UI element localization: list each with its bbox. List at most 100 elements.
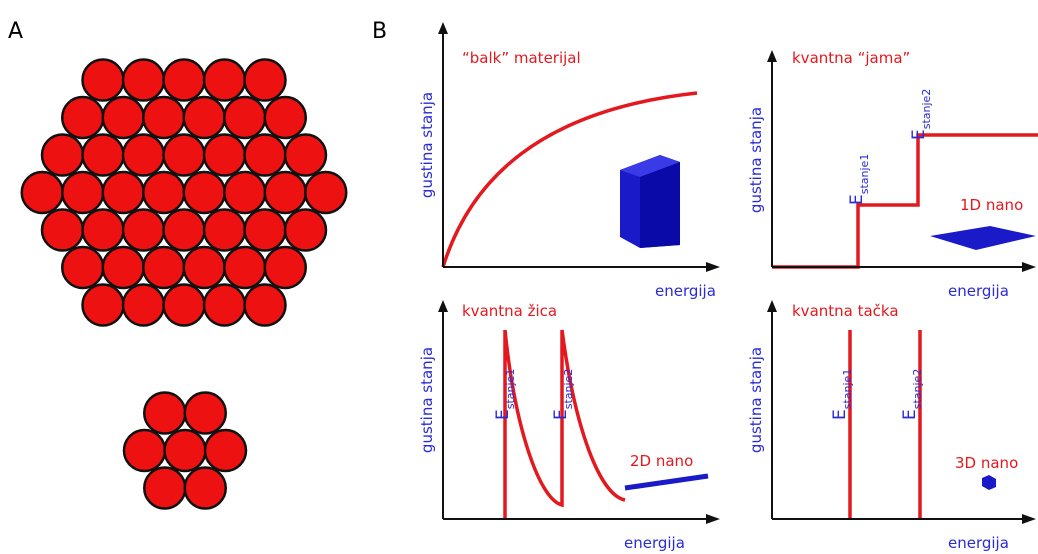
atom-clusters <box>20 58 348 510</box>
atom <box>304 170 348 215</box>
level-symbol: E <box>830 409 850 420</box>
cube-top <box>620 155 680 177</box>
atom <box>162 58 206 102</box>
atom <box>142 245 186 290</box>
level-label: Estanje1 <box>493 369 517 420</box>
x-axis-label: energija <box>624 534 685 552</box>
atom <box>202 58 247 102</box>
y-axis-label: gustina stanja <box>418 92 436 198</box>
cube-side <box>640 162 680 248</box>
atom <box>121 208 166 252</box>
atom <box>182 95 226 140</box>
plot-title: kvantna žica <box>462 302 557 320</box>
atom <box>162 133 206 177</box>
plot-title: kvantna “jama” <box>792 49 910 67</box>
atom <box>183 466 227 510</box>
wire <box>624 473 709 491</box>
atom <box>263 245 307 290</box>
atom <box>223 245 267 290</box>
atom <box>202 133 247 177</box>
wire-curve <box>503 329 626 519</box>
dimension-label: 2D nano <box>630 452 693 470</box>
level-subscript: stanje1 <box>841 369 854 410</box>
atom <box>121 58 166 102</box>
atom <box>81 283 125 327</box>
dot <box>982 475 996 490</box>
arrow <box>1022 514 1036 524</box>
atom <box>81 58 125 102</box>
x-axis-label: energija <box>655 282 716 300</box>
atom <box>61 95 105 140</box>
atom <box>283 133 328 177</box>
atom <box>142 95 186 140</box>
atom <box>163 428 207 473</box>
panel-label: A <box>8 19 23 44</box>
atom <box>243 133 287 177</box>
atom <box>40 208 85 252</box>
level-label: Estanje2 <box>551 369 575 420</box>
atom <box>143 391 187 435</box>
level-subscript: stanje2 <box>911 369 924 410</box>
arrow <box>706 262 720 272</box>
atom <box>183 391 227 435</box>
level-label: Estanje1 <box>847 154 871 205</box>
atom <box>263 170 307 215</box>
atom <box>243 208 287 252</box>
atom <box>121 283 166 327</box>
arrow <box>767 300 777 312</box>
atom <box>101 95 145 140</box>
plate <box>930 226 1036 250</box>
atom <box>143 466 187 510</box>
atom <box>101 170 145 215</box>
atom <box>223 170 267 215</box>
level-symbol: E <box>551 409 571 420</box>
atom <box>81 133 125 177</box>
y-axis-label: gustina stanja <box>747 107 765 213</box>
atom <box>202 283 247 327</box>
dimension-label: 1D nano <box>960 196 1023 214</box>
atom <box>122 428 167 473</box>
plot-title: kvantna tačka <box>792 302 899 320</box>
atom <box>182 245 226 290</box>
atom <box>20 170 64 215</box>
atom <box>121 133 166 177</box>
level-label: Estanje1 <box>830 369 854 420</box>
y-axis-label: gustina stanja <box>747 347 765 453</box>
atom <box>81 208 125 252</box>
arrow <box>767 50 777 62</box>
curve <box>441 91 698 268</box>
atom <box>263 95 307 140</box>
atom <box>202 208 247 252</box>
atom <box>283 208 328 252</box>
level-subscript: stanje1 <box>504 369 517 410</box>
x-axis-label: energija <box>948 282 1009 300</box>
arrow <box>1022 262 1036 272</box>
atom <box>182 170 226 215</box>
atom <box>162 208 206 252</box>
level-subscript: stanje1 <box>858 154 871 195</box>
atom <box>142 170 186 215</box>
panel-label: B <box>372 19 387 44</box>
level-label: Estanje2 <box>909 89 933 140</box>
atom <box>203 428 248 473</box>
arrow <box>438 22 448 34</box>
atom <box>61 170 105 215</box>
atom <box>61 245 105 290</box>
y-axis-label: gustina stanja <box>418 347 436 453</box>
atom <box>223 95 267 140</box>
level-subscript: stanje2 <box>562 369 575 410</box>
level-label: Estanje2 <box>900 369 924 420</box>
dimension-label: 3D nano <box>955 454 1018 472</box>
atom <box>243 283 287 327</box>
atom <box>101 245 145 290</box>
x-axis-label: energija <box>948 534 1009 552</box>
level-symbol: E <box>493 409 513 420</box>
plot-title: “balk” materijal <box>462 49 581 67</box>
arrow <box>706 514 720 524</box>
level-subscript: stanje2 <box>920 89 933 130</box>
level-symbol: E <box>909 129 929 140</box>
atom <box>162 283 206 327</box>
atom <box>243 58 287 102</box>
level-symbol: E <box>900 409 920 420</box>
